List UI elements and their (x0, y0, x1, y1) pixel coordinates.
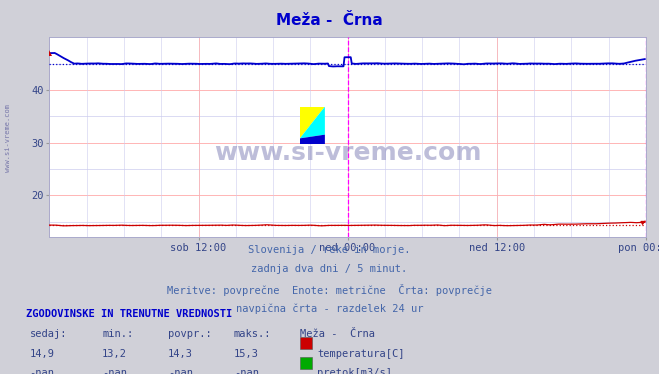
Text: maks.:: maks.: (234, 329, 272, 339)
Text: Meritve: povprečne  Enote: metrične  Črta: povprečje: Meritve: povprečne Enote: metrične Črta:… (167, 284, 492, 296)
Text: 15,3: 15,3 (234, 349, 259, 359)
Text: ZGODOVINSKE IN TRENUTNE VREDNOSTI: ZGODOVINSKE IN TRENUTNE VREDNOSTI (26, 309, 233, 319)
Text: Meža -  Črna: Meža - Črna (276, 13, 383, 28)
Text: 14,9: 14,9 (30, 349, 55, 359)
Text: -nan: -nan (102, 368, 127, 374)
Text: -nan: -nan (168, 368, 193, 374)
Text: povpr.:: povpr.: (168, 329, 212, 339)
Text: sedaj:: sedaj: (30, 329, 67, 339)
Polygon shape (300, 135, 325, 144)
Text: www.si-vreme.com: www.si-vreme.com (5, 104, 11, 172)
Text: 13,2: 13,2 (102, 349, 127, 359)
Text: pretok[m3/s]: pretok[m3/s] (317, 368, 392, 374)
Text: www.si-vreme.com: www.si-vreme.com (214, 141, 481, 165)
Polygon shape (300, 107, 325, 138)
Polygon shape (300, 107, 325, 138)
Text: -nan: -nan (234, 368, 259, 374)
Text: temperatura[C]: temperatura[C] (317, 349, 405, 359)
Text: navpična črta - razdelek 24 ur: navpična črta - razdelek 24 ur (236, 303, 423, 314)
Text: -nan: -nan (30, 368, 55, 374)
Text: zadnja dva dni / 5 minut.: zadnja dva dni / 5 minut. (251, 264, 408, 275)
Text: Meža -  Črna: Meža - Črna (300, 329, 375, 339)
Text: Slovenija / reke in morje.: Slovenija / reke in morje. (248, 245, 411, 255)
Text: 14,3: 14,3 (168, 349, 193, 359)
Text: min.:: min.: (102, 329, 133, 339)
